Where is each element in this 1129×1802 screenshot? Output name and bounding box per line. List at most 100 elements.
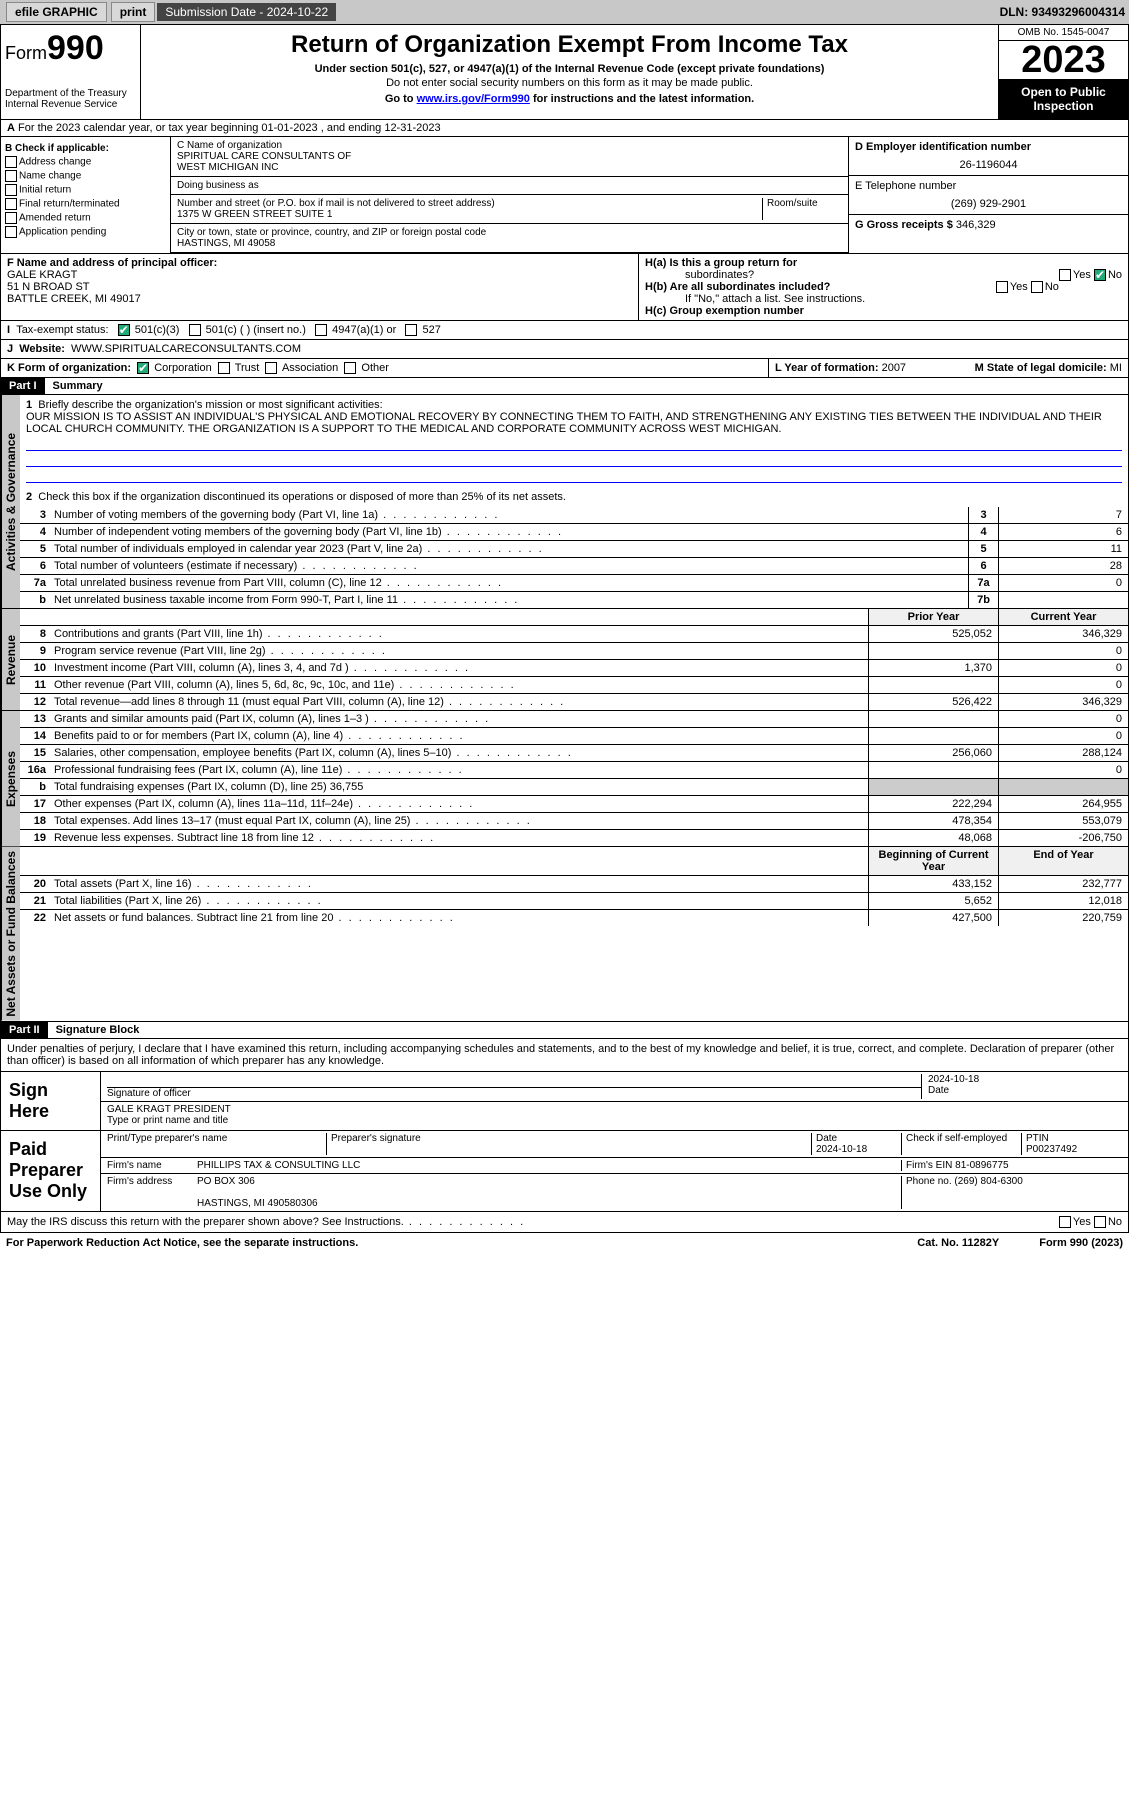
goto-link[interactable]: www.irs.gov/Form990 xyxy=(417,93,530,105)
net-line: 22Net assets or fund balances. Subtract … xyxy=(20,910,1128,926)
form-title: Return of Organization Exempt From Incom… xyxy=(147,31,992,59)
c-label: C Name of organization xyxy=(177,140,282,151)
rev-line: 8Contributions and grants (Part VIII, li… xyxy=(20,626,1128,643)
g-label: G Gross receipts $ xyxy=(855,219,953,231)
governance-section: Activities & Governance 1 Briefly descri… xyxy=(0,395,1129,609)
dba-label: Doing business as xyxy=(177,180,259,191)
part1-title: Summary xyxy=(45,380,103,392)
submission-date: Submission Date - 2024-10-22 xyxy=(157,3,336,21)
print-button[interactable]: print xyxy=(111,2,156,22)
f-name: GALE KRAGT xyxy=(7,269,77,281)
prep-name-label: Print/Type preparer's name xyxy=(107,1133,327,1155)
l-label: L Year of formation: xyxy=(775,362,879,374)
city-value: HASTINGS, MI 49058 xyxy=(177,238,275,249)
q2-label: Check this box if the organization disco… xyxy=(38,491,566,503)
i-501c: 501(c) ( ) (insert no.) xyxy=(206,324,306,336)
efile-label: efile GRAPHIC xyxy=(6,2,107,22)
exp-line: 14Benefits paid to or for members (Part … xyxy=(20,728,1128,745)
street-value: 1375 W GREEN STREET SUITE 1 xyxy=(177,209,332,220)
inspection-label: Open to Public Inspection xyxy=(999,79,1128,119)
exp-line: 13Grants and similar amounts paid (Part … xyxy=(20,711,1128,728)
exp-line: 16aProfessional fundraising fees (Part I… xyxy=(20,762,1128,779)
street-label: Number and street (or P.O. box if mail i… xyxy=(177,198,495,209)
net-line: 20Total assets (Part X, line 16)433,1522… xyxy=(20,876,1128,893)
exp-line: 17Other expenses (Part IX, column (A), l… xyxy=(20,796,1128,813)
i-501c3: 501(c)(3) xyxy=(135,324,180,336)
ha2-label: subordinates? xyxy=(685,269,754,281)
block-b: B Check if applicable: Address change Na… xyxy=(0,137,1129,254)
i-label: Tax-exempt status: xyxy=(16,324,108,336)
i-4947: 4947(a)(1) or xyxy=(332,324,396,336)
gross-value: 346,329 xyxy=(956,219,996,231)
check-final: Final return/terminated xyxy=(19,199,120,210)
gov-line: 7aTotal unrelated business revenue from … xyxy=(20,575,1128,592)
f-addr1: 51 N BROAD ST xyxy=(7,281,90,293)
k-label: K Form of organization: xyxy=(7,362,131,374)
i-527: 527 xyxy=(423,324,441,336)
form-subtitle: Under section 501(c), 527, or 4947(a)(1)… xyxy=(147,63,992,75)
top-bar: efile GRAPHIC print Submission Date - 20… xyxy=(0,0,1129,24)
part1-label: Part I xyxy=(1,378,45,394)
revenue-section: Revenue Prior YearCurrent Year 8Contribu… xyxy=(0,609,1129,711)
prep-date: 2024-10-18 xyxy=(816,1144,867,1155)
rev-line: 11Other revenue (Part VIII, column (A), … xyxy=(20,677,1128,694)
m-label: M State of legal domicile: xyxy=(975,362,1107,374)
firm-addr-label: Firm's address xyxy=(107,1176,197,1209)
exp-line: bTotal fundraising expenses (Part IX, co… xyxy=(20,779,1128,796)
mission-text: OUR MISSION IS TO ASSIST AN INDIVIDUAL'S… xyxy=(26,411,1102,435)
check-address: Address change xyxy=(19,157,91,168)
hb-label: H(b) Are all subordinates included? xyxy=(645,281,830,293)
check-name: Name change xyxy=(19,171,81,182)
check-self: Check if self-employed xyxy=(902,1133,1022,1155)
form-number: 990 xyxy=(47,29,104,67)
q1-label: Briefly describe the organization's miss… xyxy=(38,399,382,411)
dept-label: Department of the Treasury Internal Reve… xyxy=(5,88,136,110)
paperwork-notice: For Paperwork Reduction Act Notice, see … xyxy=(6,1237,358,1249)
org-name: SPIRITUAL CARE CONSULTANTS OF WEST MICHI… xyxy=(177,151,351,173)
b-label: B Check if applicable: xyxy=(5,143,109,154)
m-value: MI xyxy=(1110,362,1122,374)
room-label: Room/suite xyxy=(762,198,842,220)
gov-line: 3Number of voting members of the governi… xyxy=(20,507,1128,524)
phone-value: (269) 929-2901 xyxy=(855,192,1122,210)
row-fh: F Name and address of principal officer:… xyxy=(0,254,1129,321)
hc-label: H(c) Group exemption number xyxy=(645,305,804,317)
exp-line: 18Total expenses. Add lines 13–17 (must … xyxy=(20,813,1128,830)
goto-prefix: Go to xyxy=(385,93,417,105)
form-no-footer: Form 990 (2023) xyxy=(1039,1237,1123,1249)
d-label: D Employer identification number xyxy=(855,141,1031,153)
cat-no: Cat. No. 11282Y xyxy=(917,1237,999,1249)
prep-sig-label: Preparer's signature xyxy=(327,1133,812,1155)
hdr-prior: Prior Year xyxy=(868,609,998,625)
gov-line: 6Total number of volunteers (estimate if… xyxy=(20,558,1128,575)
check-pending: Application pending xyxy=(19,227,106,238)
hb-note: If "No," attach a list. See instructions… xyxy=(645,293,1122,305)
rev-line: 10Investment income (Part VIII, column (… xyxy=(20,660,1128,677)
net-line: 21Total liabilities (Part X, line 26)5,6… xyxy=(20,893,1128,910)
hdr-end: End of Year xyxy=(998,847,1128,875)
hdr-beg: Beginning of Current Year xyxy=(868,847,998,875)
form-header: Form990 Department of the Treasury Inter… xyxy=(0,24,1129,120)
firm-name: PHILLIPS TAX & CONSULTING LLC xyxy=(197,1160,902,1171)
ptin-value: P00237492 xyxy=(1026,1144,1077,1155)
discuss-label: May the IRS discuss this return with the… xyxy=(7,1216,525,1228)
paid-prep-label: Paid Preparer Use Only xyxy=(1,1131,101,1211)
gov-line: bNet unrelated business taxable income f… xyxy=(20,592,1128,608)
form-prefix: Form xyxy=(5,43,47,63)
sig-officer-label: Signature of officer xyxy=(107,1088,191,1099)
check-amended: Amended return xyxy=(19,213,91,224)
website-value: WWW.SPIRITUALCARECONSULTANTS.COM xyxy=(71,343,301,355)
rev-line: 12Total revenue—add lines 8 through 11 (… xyxy=(20,694,1128,710)
tab-governance: Activities & Governance xyxy=(1,395,20,608)
firm-addr: PO BOX 306 HASTINGS, MI 490580306 xyxy=(197,1176,902,1209)
part2-label: Part II xyxy=(1,1022,48,1038)
ssn-note: Do not enter social security numbers on … xyxy=(147,77,992,89)
tab-expenses: Expenses xyxy=(1,711,20,846)
f-label: F Name and address of principal officer: xyxy=(7,257,217,269)
netassets-section: Net Assets or Fund Balances Beginning of… xyxy=(0,847,1129,1022)
gov-line: 4Number of independent voting members of… xyxy=(20,524,1128,541)
city-label: City or town, state or province, country… xyxy=(177,227,486,238)
tab-revenue: Revenue xyxy=(1,609,20,710)
firm-name-label: Firm's name xyxy=(107,1160,197,1171)
rev-line: 9Program service revenue (Part VIII, lin… xyxy=(20,643,1128,660)
